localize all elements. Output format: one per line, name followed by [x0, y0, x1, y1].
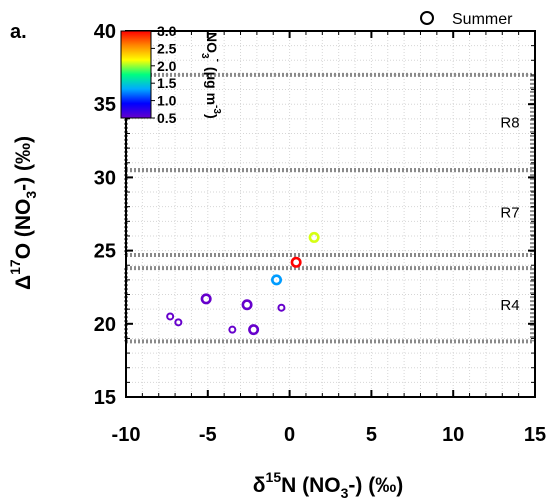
- legend-label: Summer: [452, 11, 513, 28]
- colorbar: 3.02.5 2.01.5 1.00.5 NO3-(μg m-3): [120, 23, 223, 126]
- x-tick-label: 0: [284, 424, 295, 446]
- data-point: [241, 299, 253, 311]
- region-label: R4: [500, 297, 519, 314]
- legend-marker-icon: [420, 11, 434, 25]
- colorbar-tick-label: 2.0: [157, 58, 177, 74]
- data-point: [290, 256, 302, 268]
- colorbar-tick-label: 0.5: [157, 110, 177, 126]
- x-axis-title: δ15N (NO3-) (‰): [253, 469, 403, 501]
- legend: Summer: [420, 11, 513, 28]
- colorbar-gradient: [120, 30, 152, 119]
- x-tick-label: 15: [524, 424, 546, 446]
- data-point: [228, 325, 237, 334]
- data-point: [308, 231, 320, 243]
- colorbar-tick-label: 1.0: [157, 93, 177, 109]
- x-tick-label: -5: [199, 424, 217, 446]
- y-tick-label: 35: [94, 94, 116, 116]
- axes: -10 -5 0 5 10 15 15 20 25 30 35 40: [94, 21, 546, 446]
- data-point: [248, 324, 260, 336]
- x-tick-label: -10: [112, 424, 141, 446]
- colorbar-tick-label: 1.5: [157, 75, 177, 91]
- data-point: [174, 318, 183, 327]
- data-point: [166, 312, 175, 321]
- data-points: [166, 231, 320, 336]
- y-tick-label: 40: [94, 21, 116, 43]
- y-tick-label: 20: [94, 314, 116, 336]
- x-tick-label: 5: [366, 424, 377, 446]
- y-tick-label: 30: [94, 167, 116, 189]
- data-point: [271, 274, 283, 286]
- regions: R8 R7 R4: [124, 72, 534, 344]
- region-label: R7: [500, 205, 519, 222]
- panel-label: a.: [10, 21, 27, 43]
- y-tick-label: 15: [94, 387, 116, 409]
- y-tick-label: 25: [94, 241, 116, 263]
- plot-frame: [125, 30, 536, 398]
- colorbar-title: NO3-(μg m-3): [199, 32, 223, 119]
- colorbar-ticks: 3.02.5 2.01.5 1.00.5: [151, 23, 177, 126]
- x-tick-label: 10: [442, 424, 464, 446]
- data-point: [277, 303, 286, 312]
- colorbar-tick-label: 2.5: [157, 40, 177, 56]
- colorbar-tick-label: 3.0: [157, 23, 177, 39]
- y-axis-title: Δ17O (NO3-) (‰): [7, 136, 39, 290]
- region-label: R8: [500, 115, 519, 132]
- data-point: [200, 293, 212, 305]
